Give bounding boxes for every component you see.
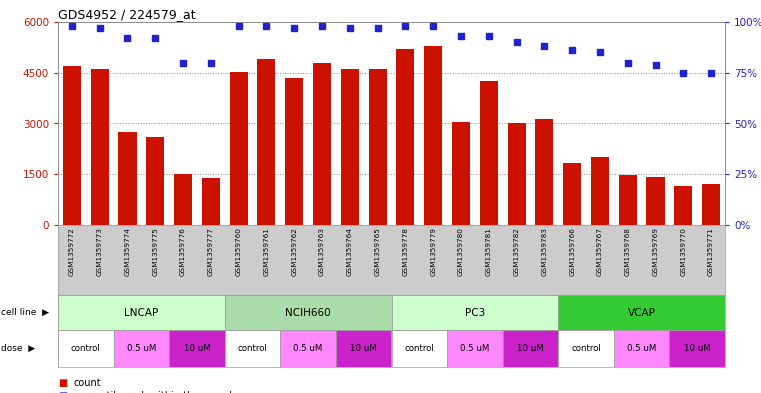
Bar: [63, 66, 81, 225]
Bar: [647, 177, 664, 225]
Text: 0.5 uM: 0.5 uM: [126, 344, 156, 353]
Text: GSM1359761: GSM1359761: [263, 227, 269, 276]
Text: GSM1359775: GSM1359775: [152, 227, 158, 276]
Text: GSM1359766: GSM1359766: [569, 227, 575, 276]
Text: percentile rank within the sample: percentile rank within the sample: [73, 391, 238, 393]
Bar: [313, 62, 331, 225]
Text: GSM1359763: GSM1359763: [319, 227, 325, 276]
Bar: [58, 330, 113, 367]
Bar: [508, 123, 526, 225]
Bar: [202, 178, 220, 225]
Bar: [424, 46, 442, 225]
Text: GSM1359760: GSM1359760: [236, 227, 242, 276]
Bar: [591, 157, 609, 225]
Text: LNCAP: LNCAP: [124, 307, 158, 318]
Bar: [702, 184, 720, 225]
Bar: [670, 330, 725, 367]
Text: GSM1359769: GSM1359769: [652, 227, 658, 276]
Text: VCAP: VCAP: [628, 307, 655, 318]
Text: GSM1359781: GSM1359781: [486, 227, 492, 276]
Bar: [391, 330, 447, 367]
Text: 10 uM: 10 uM: [517, 344, 544, 353]
Text: 0.5 uM: 0.5 uM: [627, 344, 656, 353]
Bar: [614, 330, 670, 367]
Text: GSM1359777: GSM1359777: [208, 227, 214, 276]
Bar: [396, 49, 415, 225]
Text: GSM1359765: GSM1359765: [374, 227, 380, 276]
Text: control: control: [572, 344, 601, 353]
Bar: [224, 295, 391, 330]
Text: PC3: PC3: [465, 307, 485, 318]
Bar: [391, 295, 559, 330]
Text: GSM1359783: GSM1359783: [541, 227, 547, 276]
Bar: [559, 295, 725, 330]
Text: control: control: [71, 344, 100, 353]
Text: count: count: [73, 378, 101, 388]
Text: GSM1359782: GSM1359782: [514, 227, 520, 276]
Text: ■: ■: [58, 378, 67, 388]
Text: 10 uM: 10 uM: [350, 344, 377, 353]
Bar: [58, 295, 224, 330]
Bar: [285, 78, 304, 225]
Text: GSM1359778: GSM1359778: [403, 227, 409, 276]
Text: 0.5 uM: 0.5 uM: [294, 344, 323, 353]
Text: dose  ▶: dose ▶: [1, 344, 35, 353]
Text: GSM1359774: GSM1359774: [125, 227, 130, 276]
Bar: [674, 186, 693, 225]
Text: 10 uM: 10 uM: [684, 344, 711, 353]
Text: GSM1359773: GSM1359773: [97, 227, 103, 276]
Bar: [479, 81, 498, 225]
Bar: [336, 330, 391, 367]
Bar: [174, 174, 192, 225]
Text: control: control: [237, 344, 267, 353]
Bar: [535, 119, 553, 225]
Bar: [452, 122, 470, 225]
Text: GSM1359776: GSM1359776: [180, 227, 186, 276]
Bar: [91, 70, 109, 225]
Text: GSM1359767: GSM1359767: [597, 227, 603, 276]
Text: GSM1359780: GSM1359780: [458, 227, 464, 276]
Bar: [119, 132, 136, 225]
Bar: [230, 72, 247, 225]
Text: GSM1359762: GSM1359762: [291, 227, 298, 276]
Text: GSM1359772: GSM1359772: [69, 227, 75, 276]
Text: ■: ■: [58, 391, 67, 393]
Bar: [619, 175, 637, 225]
Bar: [113, 330, 169, 367]
Bar: [368, 69, 387, 225]
Text: GSM1359764: GSM1359764: [347, 227, 353, 276]
Bar: [224, 330, 280, 367]
Text: GSM1359771: GSM1359771: [708, 227, 714, 276]
Bar: [559, 330, 614, 367]
Bar: [146, 137, 164, 225]
Text: GSM1359768: GSM1359768: [625, 227, 631, 276]
Bar: [341, 69, 359, 225]
Text: 0.5 uM: 0.5 uM: [460, 344, 489, 353]
Text: 10 uM: 10 uM: [183, 344, 210, 353]
Bar: [257, 59, 275, 225]
Bar: [280, 330, 336, 367]
Text: cell line  ▶: cell line ▶: [1, 308, 49, 317]
Text: GSM1359770: GSM1359770: [680, 227, 686, 276]
Text: NCIH660: NCIH660: [285, 307, 331, 318]
Text: GSM1359779: GSM1359779: [430, 227, 436, 276]
Bar: [169, 330, 224, 367]
Bar: [447, 330, 503, 367]
Bar: [503, 330, 559, 367]
Text: GDS4952 / 224579_at: GDS4952 / 224579_at: [58, 8, 196, 21]
Text: control: control: [404, 344, 435, 353]
Bar: [563, 163, 581, 225]
